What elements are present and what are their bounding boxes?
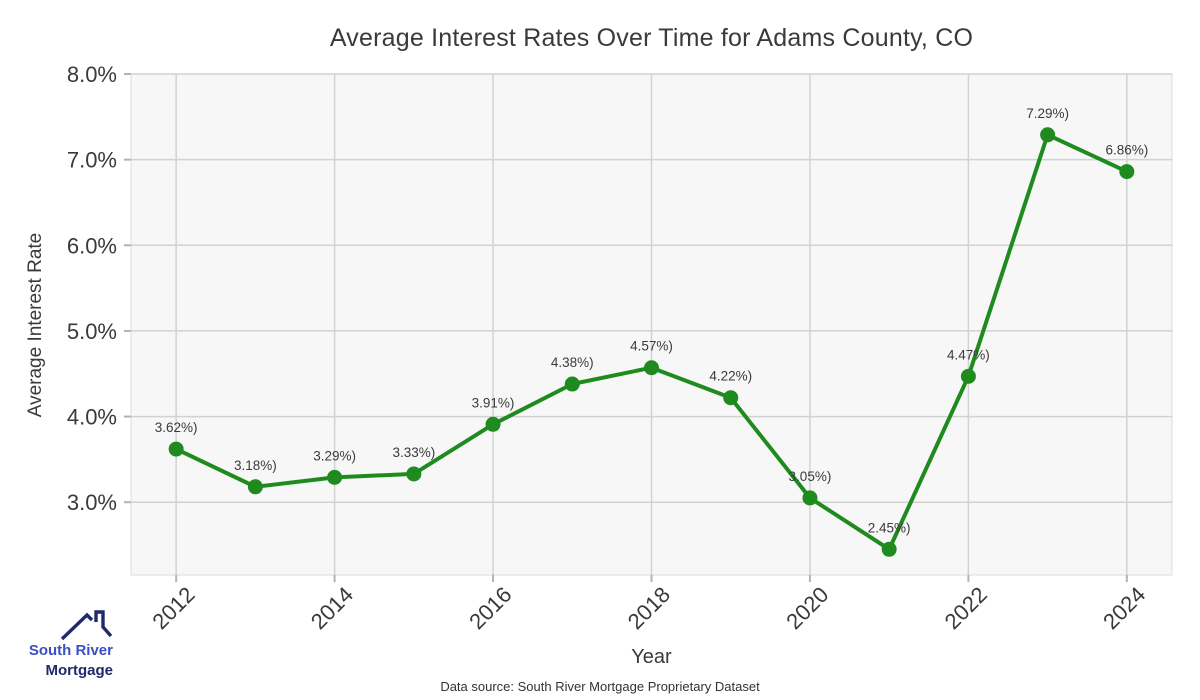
data-point-label: 6.86%) [1105, 143, 1148, 158]
data-point-label: 3.62%) [155, 420, 198, 435]
house-roof-icon [60, 610, 112, 641]
x-tick-label: 2014 [306, 582, 358, 634]
y-tick-label: 6.0% [67, 233, 117, 258]
x-tick-label: 2022 [940, 582, 992, 634]
company-logo: South River Mortgage [18, 610, 113, 681]
data-point-marker [247, 479, 263, 495]
chart-title: Average Interest Rates Over Time for Ada… [329, 24, 974, 52]
data-point-marker [802, 490, 818, 506]
logo-text-mortgage: Mortgage [45, 662, 114, 679]
data-point-marker [960, 368, 976, 384]
data-point-marker [1040, 127, 1056, 143]
data-point-marker [485, 416, 501, 432]
data-point-label: 4.57%) [630, 339, 673, 354]
data-point-marker [168, 441, 184, 457]
data-point-label: 7.29%) [1026, 106, 1069, 121]
y-tick-label: 8.0% [67, 62, 117, 87]
y-tick-label: 3.0% [67, 490, 117, 515]
data-point-marker [881, 541, 897, 557]
data-point-marker [564, 376, 580, 392]
x-axis-title: Year [631, 646, 672, 668]
data-point-label: 2.45%) [868, 520, 911, 535]
data-point-marker [327, 469, 343, 485]
data-point-label: 4.22%) [709, 369, 752, 384]
house-roof-path [60, 610, 112, 641]
data-source-note: Data source: South River Mortgage Propri… [440, 679, 760, 694]
x-tick-label: 2016 [464, 582, 516, 634]
data-point-marker [1119, 164, 1135, 180]
data-point-label: 3.18%) [234, 458, 277, 473]
y-tick-label: 7.0% [67, 148, 117, 173]
data-point-marker [723, 390, 739, 406]
x-tick-label: 2018 [623, 582, 675, 634]
data-point-marker [644, 360, 659, 376]
y-tick-label: 4.0% [67, 405, 117, 430]
y-axis-title: Average Interest Rate [25, 232, 46, 418]
data-point-label: 3.29%) [313, 448, 356, 463]
data-point-label: 3.91%) [472, 395, 515, 410]
data-point-label: 3.05%) [789, 469, 832, 484]
x-tick-label: 2020 [781, 582, 833, 634]
data-point-label: 3.33%) [392, 445, 435, 460]
data-point-label: 4.38%) [551, 355, 594, 370]
x-tick-label: 2012 [147, 582, 199, 634]
logo-text-south-river: South River [28, 642, 113, 659]
x-tick-label: 2024 [1098, 582, 1150, 634]
data-point-marker [406, 466, 422, 482]
data-point-label: 4.47%) [947, 347, 990, 362]
y-tick-label: 5.0% [67, 319, 117, 344]
